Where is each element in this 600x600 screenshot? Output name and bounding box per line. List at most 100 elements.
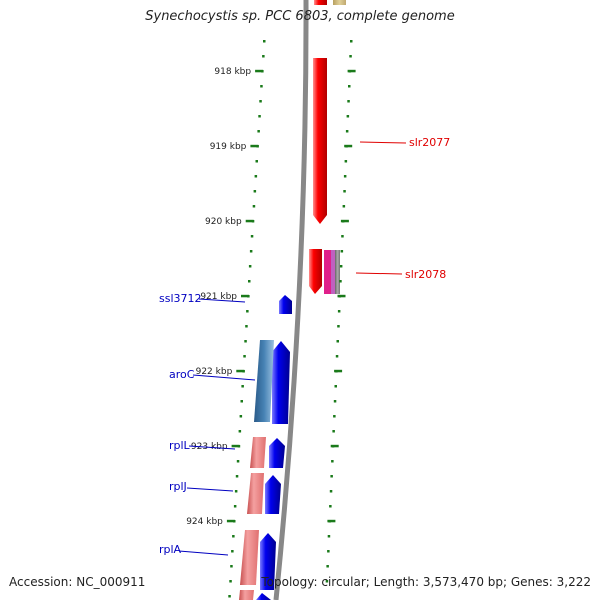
scale-dot — [331, 460, 334, 463]
scale-dot — [339, 265, 343, 268]
label-leader — [355, 272, 403, 275]
label-leader — [186, 487, 234, 492]
scale-dot — [259, 100, 262, 103]
scale-dot — [248, 280, 251, 283]
label-leader — [192, 374, 256, 381]
scale-dot — [342, 205, 346, 208]
top-edge-feature[interactable] — [314, 0, 327, 5]
scale-dot — [260, 85, 263, 88]
rna-gene[interactable] — [247, 473, 264, 514]
scale-dot — [230, 565, 233, 568]
gene-label-rplA[interactable]: rplA — [159, 543, 182, 556]
scale-dot — [327, 550, 330, 553]
scale-dot — [253, 190, 257, 193]
kbp-tick-mark — [236, 369, 245, 373]
gene-rplL[interactable] — [269, 438, 285, 468]
gene-rplJ[interactable] — [265, 475, 281, 514]
scale-dot — [238, 430, 242, 433]
misc-feature[interactable] — [324, 250, 331, 294]
gene-partial[interactable] — [256, 593, 271, 600]
scale-dot — [334, 385, 337, 388]
scale-dot — [232, 535, 235, 538]
kbp-tick-label: 918 kbp — [214, 67, 251, 77]
gene-label-aroC[interactable]: aroC — [169, 368, 195, 381]
kbp-tick-label: 922 kbp — [196, 367, 233, 377]
scale-dot — [255, 160, 258, 163]
right-scale-dots — [325, 40, 353, 583]
scale-dot — [229, 580, 232, 583]
scale-dot — [337, 325, 340, 328]
label-leader — [359, 141, 407, 144]
kbp-tick-mark — [347, 69, 356, 73]
kbp-tick-mark — [330, 444, 339, 448]
scale-dot — [252, 205, 256, 208]
scale-dot — [236, 460, 240, 463]
rna-gene[interactable] — [239, 590, 254, 600]
kbp-tick-mark — [226, 519, 235, 523]
gene-label-rplL[interactable]: rplL — [169, 439, 191, 452]
gene-rplA[interactable] — [260, 533, 276, 590]
kbp-tick-mark — [337, 294, 346, 298]
kbp-tick-label: 919 kbp — [210, 142, 247, 152]
rna-gene[interactable] — [240, 530, 259, 585]
scale-dot — [327, 535, 331, 538]
scale-dot — [235, 475, 239, 478]
gene-label-rplJ[interactable]: rplJ — [169, 480, 187, 493]
genome-summary: Topology: circular; Length: 3,573,470 bp… — [261, 575, 591, 589]
scale-dot — [348, 85, 351, 88]
scale-dot — [258, 115, 261, 118]
accession-label: Accession: NC_000911 — [9, 575, 146, 589]
scale-dot — [329, 490, 333, 493]
map-title: Synechocystis sp. PCC 6803, complete gen… — [145, 9, 455, 24]
top-edge-feature[interactable] — [333, 0, 346, 5]
scale-dot — [343, 175, 347, 178]
gene-label-slr2077[interactable]: slr2077 — [409, 136, 450, 149]
genome-backbone — [273, 0, 309, 600]
scale-dot — [347, 100, 350, 103]
kbp-tick-mark — [334, 369, 343, 373]
gene-aroC[interactable] — [272, 341, 290, 424]
scale-dot — [341, 235, 344, 238]
scale-dot — [250, 235, 254, 238]
scale-dot — [262, 55, 265, 58]
label-leader — [198, 298, 246, 303]
kbp-tick-mark — [250, 144, 259, 148]
scale-dot — [344, 160, 348, 163]
scale-dot — [340, 250, 344, 253]
scale-dot — [248, 265, 252, 268]
scale-dot — [246, 310, 249, 313]
scale-dot — [346, 115, 350, 118]
scale-dot — [254, 175, 258, 178]
scale-dot — [234, 490, 238, 493]
kbp-tick-mark — [245, 219, 254, 223]
scale-dot — [263, 40, 266, 43]
scale-dot — [325, 580, 329, 583]
scale-dot — [239, 415, 243, 418]
gene-steelblue[interactable] — [254, 340, 274, 422]
scale-dot — [231, 550, 234, 553]
scale-dot — [332, 430, 335, 433]
kbp-tick-mark — [344, 144, 353, 148]
kbp-tick-label: 920 kbp — [205, 217, 242, 227]
gene-label-ssl3712[interactable]: ssl3712 — [159, 292, 202, 305]
kbp-tick-mark — [327, 519, 336, 523]
scale-dot — [249, 250, 253, 253]
misc-feature[interactable] — [335, 250, 340, 294]
scale-dot — [240, 400, 243, 403]
gene-slr2078[interactable] — [309, 249, 322, 294]
kbp-tick-mark — [241, 294, 249, 298]
gene-ssl3712[interactable] — [279, 295, 292, 314]
gene-label-slr2078[interactable]: slr2078 — [405, 268, 446, 281]
scale-dot — [330, 475, 333, 478]
scale-dot — [333, 400, 337, 403]
misc-feature[interactable] — [331, 250, 335, 294]
scale-dot — [233, 505, 237, 508]
scale-dot — [244, 340, 247, 343]
scale-dot — [241, 385, 244, 388]
kbp-tick-label: 921 kbp — [200, 292, 237, 302]
rna-gene[interactable] — [250, 437, 266, 468]
gene-slr2077[interactable] — [313, 58, 327, 224]
label-leader — [178, 550, 229, 556]
scale-dot — [245, 325, 248, 328]
